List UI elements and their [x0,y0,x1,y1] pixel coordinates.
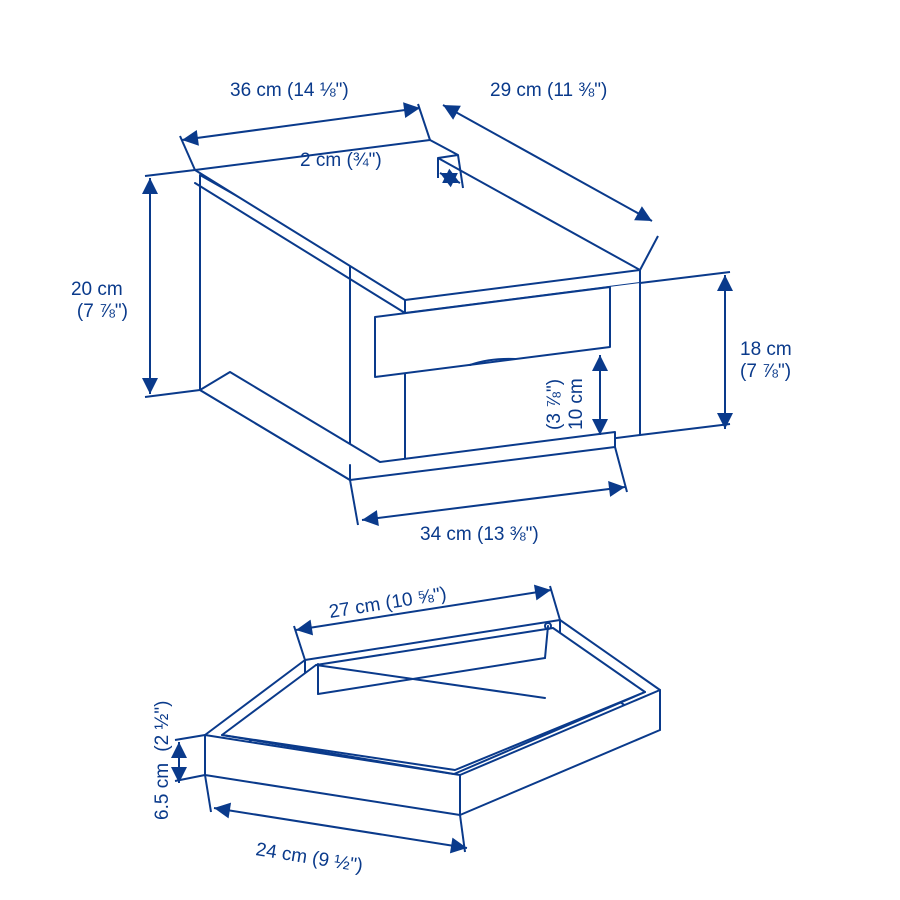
drawer-drawing: 27 cm (10 ⅝") 6.5 cm (2 ½") 24 cm (9 ½") [152,584,660,877]
dim-drawer-depth: 27 cm (10 ⅝") [327,584,448,623]
dim-notch: 2 cm (¾") [300,150,382,171]
dim-width-top: 36 cm (14 ⅛") [230,80,349,101]
dim-drawer-width: 24 cm (9 ½") [254,839,364,877]
dimension-diagram: 36 cm (14 ⅛") 29 cm (11 ⅜") 2 cm (¾") 20… [0,0,900,900]
dim-height-right: 18 cm (7 ⅞") [740,339,797,382]
dim-height-left: 20 cm (7 ⅞") [71,279,128,322]
dim-shelf-gap: 10 cm (3 ⅞") [544,373,587,430]
dim-depth-top: 29 cm (11 ⅜") [490,80,607,101]
dim-drawer-height: 6.5 cm (2 ½") [152,701,173,820]
dim-width-bottom: 34 cm (13 ⅜") [420,524,539,545]
nightstand-drawing: 36 cm (14 ⅛") 29 cm (11 ⅜") 2 cm (¾") 20… [71,80,797,545]
